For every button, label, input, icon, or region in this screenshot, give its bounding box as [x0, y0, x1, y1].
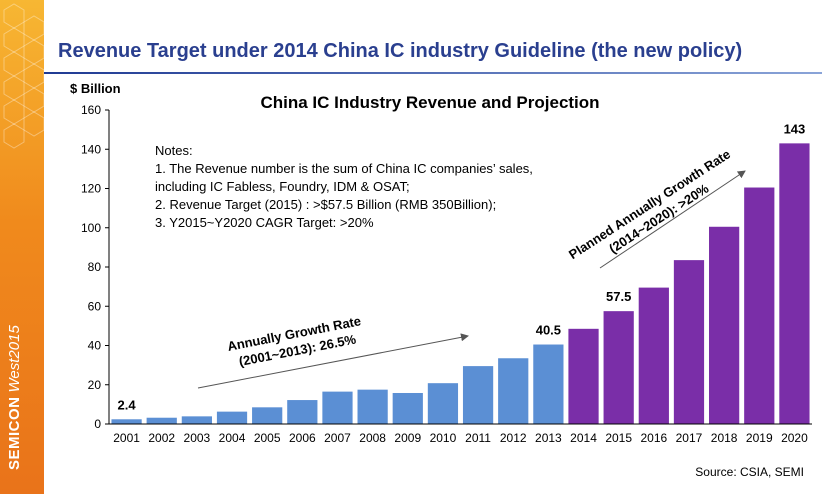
x-tick-label: 2014 [570, 431, 597, 445]
x-tick-label: 2001 [113, 431, 140, 445]
chart-title: China IC Industry Revenue and Projection [260, 93, 599, 112]
note-line: 2. Revenue Target (2015) : >$57.5 Billio… [155, 197, 496, 212]
note-line: Notes: [155, 143, 193, 158]
x-tick-label: 2004 [219, 431, 246, 445]
data-label-2001: 2.4 [118, 397, 137, 412]
planned-growth-title: Planned Annually Growth Rate [566, 146, 733, 262]
x-tick-label: 2007 [324, 431, 351, 445]
x-tick-label: 2009 [394, 431, 421, 445]
x-tick-label: 2012 [500, 431, 527, 445]
x-tick-label: 2003 [184, 431, 211, 445]
slide-title: Revenue Target under 2014 China IC indus… [58, 40, 743, 62]
x-tick-label: 2018 [711, 431, 738, 445]
y-tick-label: 20 [88, 378, 102, 392]
hexagon-pattern [3, 3, 44, 149]
data-label-2013: 40.5 [536, 323, 561, 338]
bar-2006 [287, 400, 318, 424]
y-tick-label: 160 [81, 103, 101, 117]
y-tick-label: 40 [88, 339, 102, 353]
bar-2005 [252, 407, 283, 424]
x-tick-label: 2016 [640, 431, 667, 445]
bar-2018 [709, 226, 740, 424]
bar-2007 [322, 391, 353, 424]
bar-2020 [779, 143, 810, 425]
y-tick-label: 80 [88, 260, 102, 274]
y-tick-label: 0 [94, 417, 101, 431]
y-tick-label: 60 [88, 299, 102, 313]
historical-growth-arrow [197, 333, 469, 389]
bar-2019 [744, 187, 775, 424]
x-tick-label: 2020 [781, 431, 808, 445]
x-tick-label: 2005 [254, 431, 281, 445]
bar-2003 [181, 416, 212, 424]
x-axis: 2001 2002 2003 2004 2005 2006 2007 2008 2009 2010… [109, 423, 812, 445]
x-tick-label: 2011 [465, 431, 491, 445]
bar-2011 [462, 366, 494, 424]
y-axis: 0 20 40 60 80 100 120 140 160 [81, 103, 110, 431]
y-tick-label: 100 [81, 221, 101, 235]
chart-notes: Notes: 1. The Revenue number is the sum … [155, 143, 533, 230]
bar-2016 [638, 287, 669, 424]
x-tick-label: 2019 [746, 431, 773, 445]
x-tick-label: 2002 [148, 431, 175, 445]
bar-2010 [427, 383, 459, 424]
source-note: Source: CSIA, SEMI [695, 465, 804, 479]
side-band: SEMICONWest2015 [0, 0, 44, 494]
bar-2013 [533, 344, 564, 424]
data-label-2015: 57.5 [606, 289, 631, 304]
bar-2012 [498, 358, 529, 424]
x-tick-label: 2013 [535, 431, 562, 445]
bar-2004 [216, 411, 248, 424]
y-tick-label: 140 [81, 142, 101, 156]
bar-2002 [146, 417, 177, 424]
bar-2015 [603, 311, 634, 424]
x-tick-label: 2010 [430, 431, 457, 445]
planned-growth-arrow [599, 170, 746, 269]
note-line: 1. The Revenue number is the sum of Chin… [155, 161, 533, 176]
note-line: 3. Y2015~Y2020 CAGR Target: >20% [155, 215, 374, 230]
x-tick-label: 2008 [359, 431, 386, 445]
bar-2008 [357, 389, 388, 424]
x-tick-label: 2015 [605, 431, 632, 445]
data-label-2020: 143 [784, 121, 806, 136]
y-axis-label: $ Billion [70, 81, 121, 96]
y-tick-label: 120 [81, 182, 101, 196]
x-tick-label: 2006 [289, 431, 316, 445]
bars [111, 143, 810, 425]
note-line: including IC Fabless, Foundry, IDM & OSA… [155, 179, 410, 194]
x-tick-label: 2017 [676, 431, 703, 445]
bar-2001 [111, 419, 142, 424]
value-labels: 2.4 40.5 57.5 143 [118, 121, 806, 412]
bar-2017 [673, 260, 705, 424]
title-divider [44, 72, 822, 74]
bar-2009 [392, 392, 423, 424]
bar-2014 [568, 328, 599, 424]
historical-growth-annotation: Annually Growth Rate (2001~2013): 26.5% [197, 313, 469, 389]
